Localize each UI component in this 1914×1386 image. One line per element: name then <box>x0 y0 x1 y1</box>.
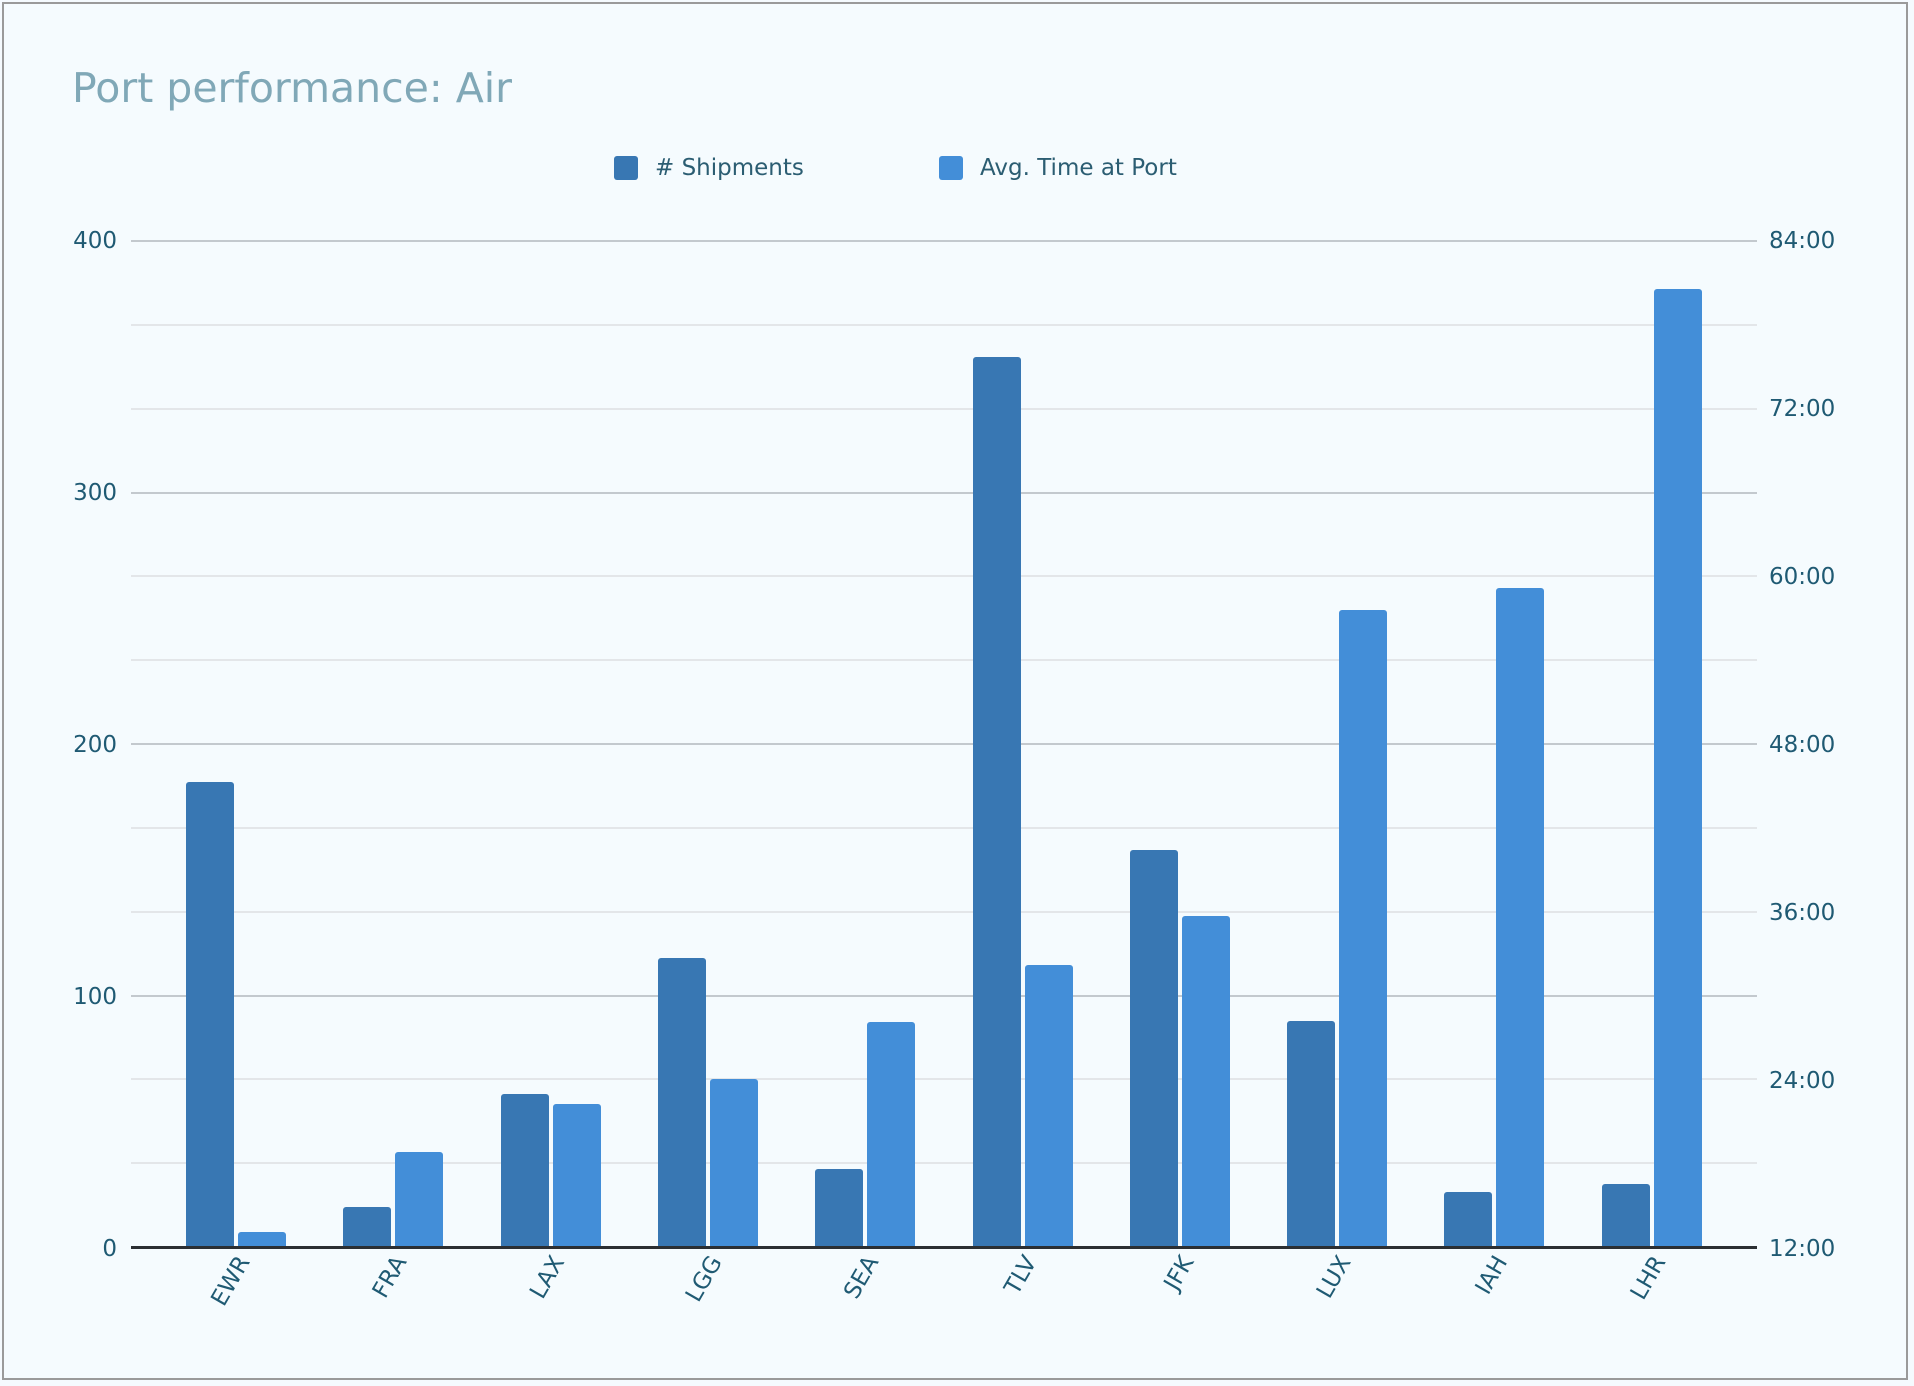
bar-shipments-fra[interactable] <box>343 1207 391 1247</box>
legend-label-shipments: # Shipments <box>655 155 804 181</box>
bar-avg-time-lax[interactable] <box>553 1104 601 1247</box>
chart-title: Port performance: Air <box>72 64 513 112</box>
gridline <box>131 995 1757 997</box>
bar-shipments-lux[interactable] <box>1287 1021 1335 1247</box>
bar-shipments-jfk[interactable] <box>1130 850 1178 1247</box>
x-tick-label-tlv: TLV <box>999 1251 1043 1300</box>
right-tick-60: 60:00 <box>1769 564 1836 590</box>
bar-avg-time-lux[interactable] <box>1339 610 1387 1247</box>
gridline <box>131 575 1757 577</box>
bar-shipments-tlv[interactable] <box>973 357 1021 1247</box>
gridline <box>131 324 1757 326</box>
legend-label-avg-time: Avg. Time at Port <box>980 155 1177 181</box>
gridline <box>131 827 1757 829</box>
left-tick-200: 200 <box>73 732 117 758</box>
right-tick-12: 12:00 <box>1769 1236 1836 1262</box>
legend-swatch-shipments <box>614 156 638 180</box>
right-tick-36: 36:00 <box>1769 900 1836 926</box>
bar-avg-time-tlv[interactable] <box>1025 965 1073 1247</box>
bar-shipments-lhr[interactable] <box>1602 1184 1650 1247</box>
bar-shipments-lgg[interactable] <box>658 958 706 1247</box>
x-axis-line <box>131 1246 1757 1249</box>
bar-shipments-lax[interactable] <box>501 1094 549 1247</box>
gridline <box>131 408 1757 410</box>
gridline <box>131 659 1757 661</box>
legend-item-shipments[interactable]: # Shipments <box>614 155 804 181</box>
bar-shipments-sea[interactable] <box>815 1169 863 1247</box>
x-tick-label-lux: LUX <box>1311 1251 1357 1303</box>
bar-avg-time-fra[interactable] <box>395 1152 443 1247</box>
gridline <box>131 911 1757 913</box>
right-tick-24: 24:00 <box>1769 1068 1836 1094</box>
x-tick-label-sea: SEA <box>839 1251 885 1304</box>
x-tick-label-iah: IAH <box>1470 1251 1514 1299</box>
bar-shipments-iah[interactable] <box>1444 1192 1492 1247</box>
x-tick-label-lax: LAX <box>525 1251 571 1304</box>
left-tick-0: 0 <box>102 1236 117 1262</box>
x-tick-label-ewr: EWR <box>206 1251 256 1311</box>
bar-avg-time-jfk[interactable] <box>1182 916 1230 1247</box>
bar-avg-time-ewr[interactable] <box>238 1232 286 1247</box>
x-tick-label-lhr: LHR <box>1625 1251 1672 1305</box>
gridline <box>131 492 1757 494</box>
gridline <box>131 240 1757 242</box>
gridline <box>131 743 1757 745</box>
x-tick-label-jfk: JFK <box>1159 1251 1200 1295</box>
x-tick-label-fra: FRA <box>367 1251 413 1303</box>
right-tick-84: 84:00 <box>1769 228 1836 254</box>
legend-swatch-avg-time <box>939 156 963 180</box>
bar-avg-time-lgg[interactable] <box>710 1079 758 1247</box>
left-tick-400: 400 <box>73 228 117 254</box>
left-tick-100: 100 <box>73 984 117 1010</box>
left-tick-300: 300 <box>73 480 117 506</box>
gridline <box>131 1162 1757 1164</box>
right-tick-72: 72:00 <box>1769 396 1836 422</box>
right-tick-48: 48:00 <box>1769 732 1836 758</box>
bar-avg-time-lhr[interactable] <box>1654 289 1702 1247</box>
bar-avg-time-iah[interactable] <box>1496 588 1544 1247</box>
legend-item-avg-time[interactable]: Avg. Time at Port <box>939 155 1177 181</box>
bar-shipments-ewr[interactable] <box>186 782 234 1247</box>
bar-avg-time-sea[interactable] <box>867 1022 915 1247</box>
x-tick-label-lgg: LGG <box>680 1251 728 1307</box>
gridline <box>131 1078 1757 1080</box>
